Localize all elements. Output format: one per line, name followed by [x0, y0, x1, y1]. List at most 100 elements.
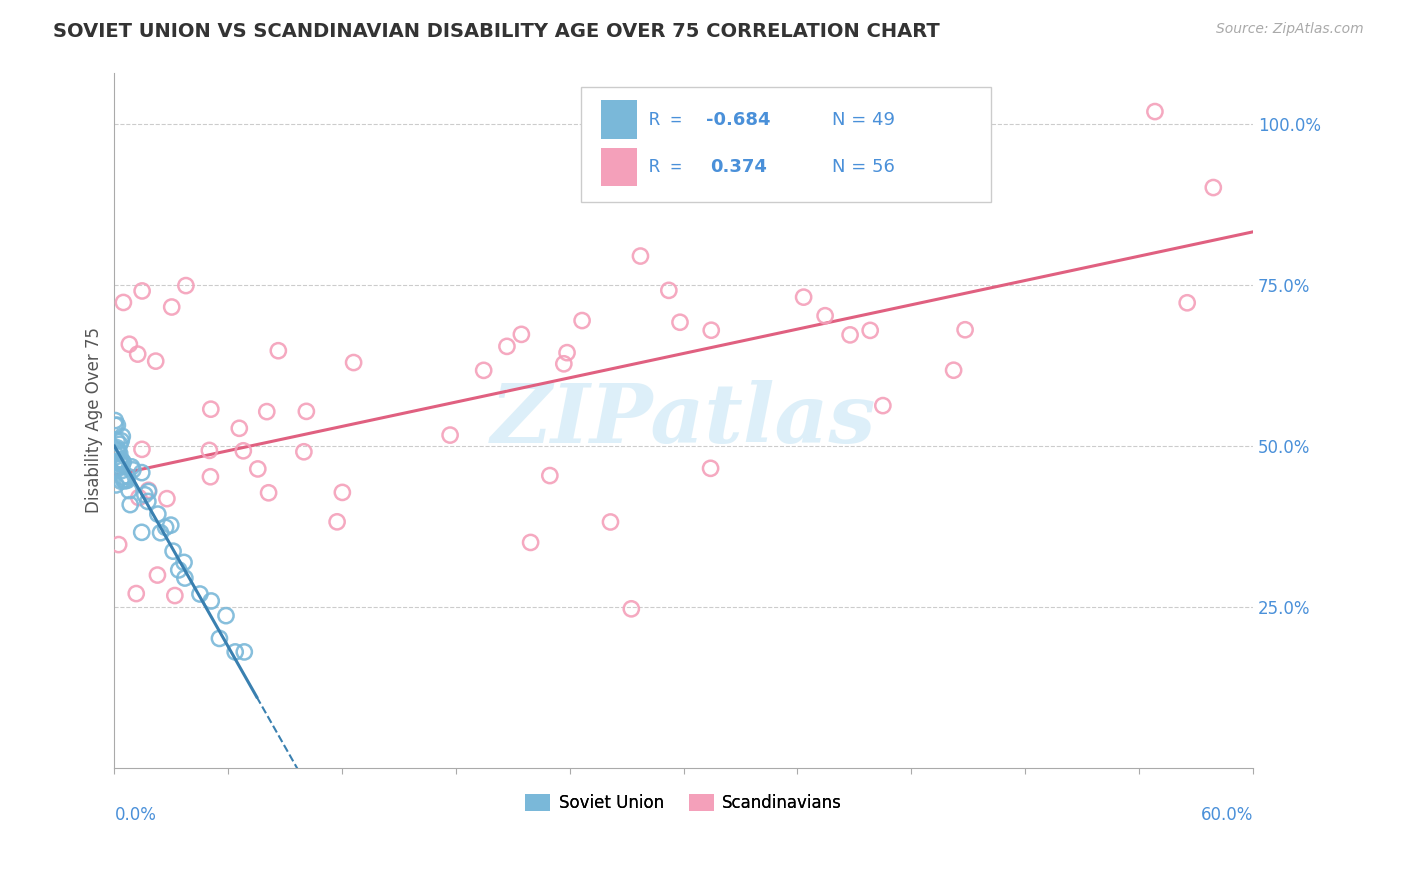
- Point: [163, 589, 186, 603]
- Point: [496, 339, 519, 353]
- Point: [110, 434, 132, 448]
- Legend: Soviet Union, Scandinavians: Soviet Union, Scandinavians: [519, 787, 849, 819]
- Point: [200, 594, 222, 608]
- Point: [155, 520, 177, 534]
- Text: ZIPatlas: ZIPatlas: [491, 380, 876, 460]
- Point: [555, 345, 578, 359]
- Point: [162, 544, 184, 558]
- Point: [256, 404, 278, 418]
- Point: [104, 447, 127, 461]
- Point: [174, 278, 197, 293]
- Point: [208, 632, 231, 646]
- Point: [107, 538, 129, 552]
- Point: [953, 323, 976, 337]
- Point: [107, 442, 129, 457]
- Point: [553, 357, 575, 371]
- Point: [112, 295, 135, 310]
- Point: [295, 404, 318, 418]
- Point: [108, 437, 131, 451]
- Point: [872, 399, 894, 413]
- Point: [145, 354, 167, 368]
- Point: [167, 563, 190, 577]
- Point: [658, 284, 681, 298]
- Point: [117, 469, 139, 483]
- Point: [111, 457, 134, 471]
- Text: R =: R =: [650, 158, 693, 176]
- Text: 0.374: 0.374: [710, 158, 766, 176]
- Point: [538, 468, 561, 483]
- Point: [1143, 104, 1166, 119]
- Text: R =: R =: [650, 111, 693, 128]
- Point: [118, 337, 141, 351]
- Point: [232, 443, 254, 458]
- Point: [108, 453, 131, 467]
- Point: [173, 571, 195, 585]
- Point: [131, 525, 153, 540]
- Point: [105, 441, 128, 455]
- Point: [942, 363, 965, 377]
- Point: [246, 462, 269, 476]
- Point: [125, 586, 148, 600]
- Point: [114, 474, 136, 488]
- Point: [112, 455, 135, 469]
- Point: [160, 300, 183, 314]
- Text: Source: ZipAtlas.com: Source: ZipAtlas.com: [1216, 22, 1364, 37]
- Point: [128, 491, 150, 505]
- Point: [700, 323, 723, 337]
- Point: [1175, 295, 1198, 310]
- Point: [814, 309, 837, 323]
- Point: [233, 645, 256, 659]
- Point: [472, 363, 495, 377]
- Point: [159, 518, 181, 533]
- Point: [326, 515, 349, 529]
- Point: [257, 485, 280, 500]
- Point: [136, 494, 159, 508]
- Text: SOVIET UNION VS SCANDINAVIAN DISABILITY AGE OVER 75 CORRELATION CHART: SOVIET UNION VS SCANDINAVIAN DISABILITY …: [53, 22, 941, 41]
- Point: [439, 428, 461, 442]
- Point: [104, 418, 127, 433]
- Point: [571, 313, 593, 327]
- Point: [138, 484, 160, 499]
- Point: [228, 421, 250, 435]
- Point: [138, 483, 160, 498]
- Point: [519, 535, 541, 549]
- Point: [115, 474, 138, 488]
- Point: [267, 343, 290, 358]
- Point: [173, 555, 195, 569]
- Point: [131, 284, 153, 298]
- Point: [104, 455, 127, 469]
- Point: [200, 402, 222, 417]
- Point: [107, 445, 129, 459]
- Point: [112, 474, 135, 488]
- Point: [620, 602, 643, 616]
- Point: [131, 442, 153, 457]
- Point: [810, 178, 832, 192]
- Point: [669, 315, 692, 329]
- Point: [198, 443, 221, 458]
- Point: [200, 469, 222, 483]
- Point: [292, 444, 315, 458]
- Point: [111, 470, 134, 484]
- Text: 0.0%: 0.0%: [114, 805, 156, 824]
- Point: [118, 483, 141, 498]
- Point: [599, 515, 621, 529]
- Point: [108, 446, 131, 460]
- Point: [127, 347, 149, 361]
- Point: [120, 498, 142, 512]
- FancyBboxPatch shape: [600, 148, 637, 186]
- Text: N = 56: N = 56: [831, 158, 894, 176]
- Point: [839, 327, 862, 342]
- Point: [630, 249, 652, 263]
- Point: [156, 491, 179, 506]
- Point: [105, 478, 128, 492]
- Point: [188, 587, 211, 601]
- Point: [122, 463, 145, 477]
- Point: [146, 568, 169, 582]
- Point: [121, 459, 143, 474]
- Text: 60.0%: 60.0%: [1201, 805, 1253, 824]
- Text: -0.684: -0.684: [706, 111, 770, 128]
- Point: [111, 429, 134, 443]
- Point: [105, 418, 128, 433]
- Point: [131, 466, 153, 480]
- FancyBboxPatch shape: [600, 101, 637, 138]
